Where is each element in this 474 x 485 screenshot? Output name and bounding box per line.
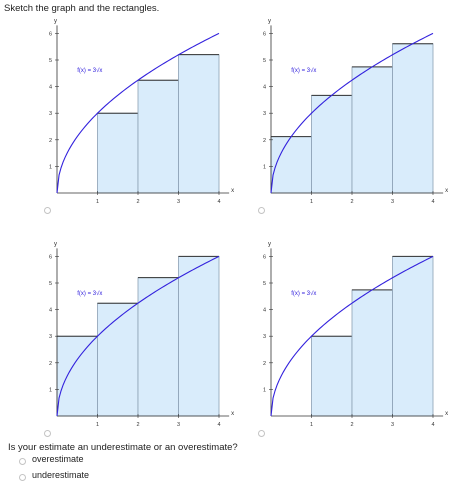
y-tick-label: 2 xyxy=(49,361,52,367)
riemann-rectangle xyxy=(97,112,139,194)
x-tick-label: 3 xyxy=(177,422,180,428)
riemann-rectangle xyxy=(351,66,393,194)
x-tick-label: 1 xyxy=(310,199,313,205)
y-tick-label: 6 xyxy=(49,31,52,37)
x-tick-label: 1 xyxy=(96,199,99,205)
overestimate-radio[interactable] xyxy=(19,458,26,465)
function-label: f(x) = 3√x xyxy=(291,67,316,74)
riemann-rectangle xyxy=(311,94,353,194)
x-tick-label: 3 xyxy=(391,422,394,428)
x-tick-label: 3 xyxy=(391,199,394,205)
graph-choice-2-radio[interactable] xyxy=(258,207,265,214)
x-axis-label: x xyxy=(445,188,448,194)
question-text: Is your estimate an underestimate or an … xyxy=(8,442,238,453)
y-tick-label: 1 xyxy=(49,387,52,393)
y-tick-label: 3 xyxy=(49,111,52,117)
x-tick-label: 2 xyxy=(137,199,140,205)
function-curve xyxy=(56,255,220,417)
graph-choice-3: x y 1 2 3 4 1 2 3 4 5 6 f(x) = 3√x xyxy=(49,241,234,428)
graph-choice-1-radio[interactable] xyxy=(44,207,51,214)
function-curve xyxy=(270,255,434,417)
riemann-rectangle xyxy=(270,136,312,194)
graph-choice-3-radio[interactable] xyxy=(44,430,51,437)
y-axis-label: y xyxy=(54,241,57,247)
riemann-rectangle xyxy=(392,255,434,417)
y-axis-label: y xyxy=(54,18,57,24)
y-tick-label: 1 xyxy=(263,387,266,393)
y-tick-label: 1 xyxy=(263,164,266,170)
y-tick-label: 6 xyxy=(49,254,52,260)
y-tick-label: 6 xyxy=(263,31,266,37)
riemann-rectangle xyxy=(311,335,353,417)
graph-choice-4: x y 1 2 3 4 1 2 3 4 5 6 f(x) = 3√x xyxy=(263,241,448,428)
riemann-rectangle xyxy=(137,79,179,194)
x-tick-label: 1 xyxy=(310,422,313,428)
y-tick-label: 5 xyxy=(263,58,266,64)
y-axis-label: y xyxy=(268,18,271,24)
y-tick-label: 2 xyxy=(49,138,52,144)
graph-choice-1: x y 1 2 3 4 1 2 3 4 5 6 f(x) = 3√x xyxy=(49,18,234,205)
y-tick-label: 5 xyxy=(49,281,52,287)
y-tick-label: 1 xyxy=(49,164,52,170)
function-label: f(x) = 3√x xyxy=(77,67,102,74)
function-curve xyxy=(56,32,220,194)
underestimate-label: underestimate xyxy=(32,470,90,480)
riemann-rectangle xyxy=(178,255,220,417)
function-curve xyxy=(270,32,434,194)
instruction-text: Sketch the graph and the rectangles. xyxy=(4,3,160,14)
y-tick-label: 3 xyxy=(263,334,266,340)
x-axis-label: x xyxy=(445,411,448,417)
riemann-rectangle xyxy=(97,302,139,417)
underestimate-radio[interactable] xyxy=(19,474,26,481)
x-tick-label: 4 xyxy=(432,199,435,205)
x-axis-label: x xyxy=(231,188,234,194)
x-tick-label: 2 xyxy=(137,422,140,428)
x-tick-label: 4 xyxy=(218,199,221,205)
y-axis-label: y xyxy=(268,241,271,247)
y-tick-label: 2 xyxy=(263,138,266,144)
y-tick-label: 3 xyxy=(263,111,266,117)
y-tick-label: 6 xyxy=(263,254,266,260)
y-tick-label: 5 xyxy=(49,58,52,64)
graph-choice-4-radio[interactable] xyxy=(258,430,265,437)
y-tick-label: 5 xyxy=(263,281,266,287)
y-tick-label: 4 xyxy=(49,308,52,314)
y-tick-label: 2 xyxy=(263,361,266,367)
riemann-rectangle xyxy=(392,43,434,194)
x-tick-label: 3 xyxy=(177,199,180,205)
function-label: f(x) = 3√x xyxy=(77,290,102,297)
x-tick-label: 4 xyxy=(218,422,221,428)
riemann-rectangle xyxy=(178,54,220,194)
x-axis-label: x xyxy=(231,411,234,417)
overestimate-label: overestimate xyxy=(32,454,84,464)
graph-choice-2: x y 1 2 3 4 1 2 3 4 5 6 f(x) = 3√x xyxy=(263,18,448,205)
y-tick-label: 4 xyxy=(49,85,52,91)
riemann-rectangle xyxy=(351,289,393,417)
function-label: f(x) = 3√x xyxy=(291,290,316,297)
x-tick-label: 2 xyxy=(351,199,354,205)
x-tick-label: 1 xyxy=(96,422,99,428)
riemann-rectangle xyxy=(56,335,98,417)
x-tick-label: 2 xyxy=(351,422,354,428)
y-tick-label: 4 xyxy=(263,85,266,91)
x-tick-label: 4 xyxy=(432,422,435,428)
y-tick-label: 3 xyxy=(49,334,52,340)
y-tick-label: 4 xyxy=(263,308,266,314)
